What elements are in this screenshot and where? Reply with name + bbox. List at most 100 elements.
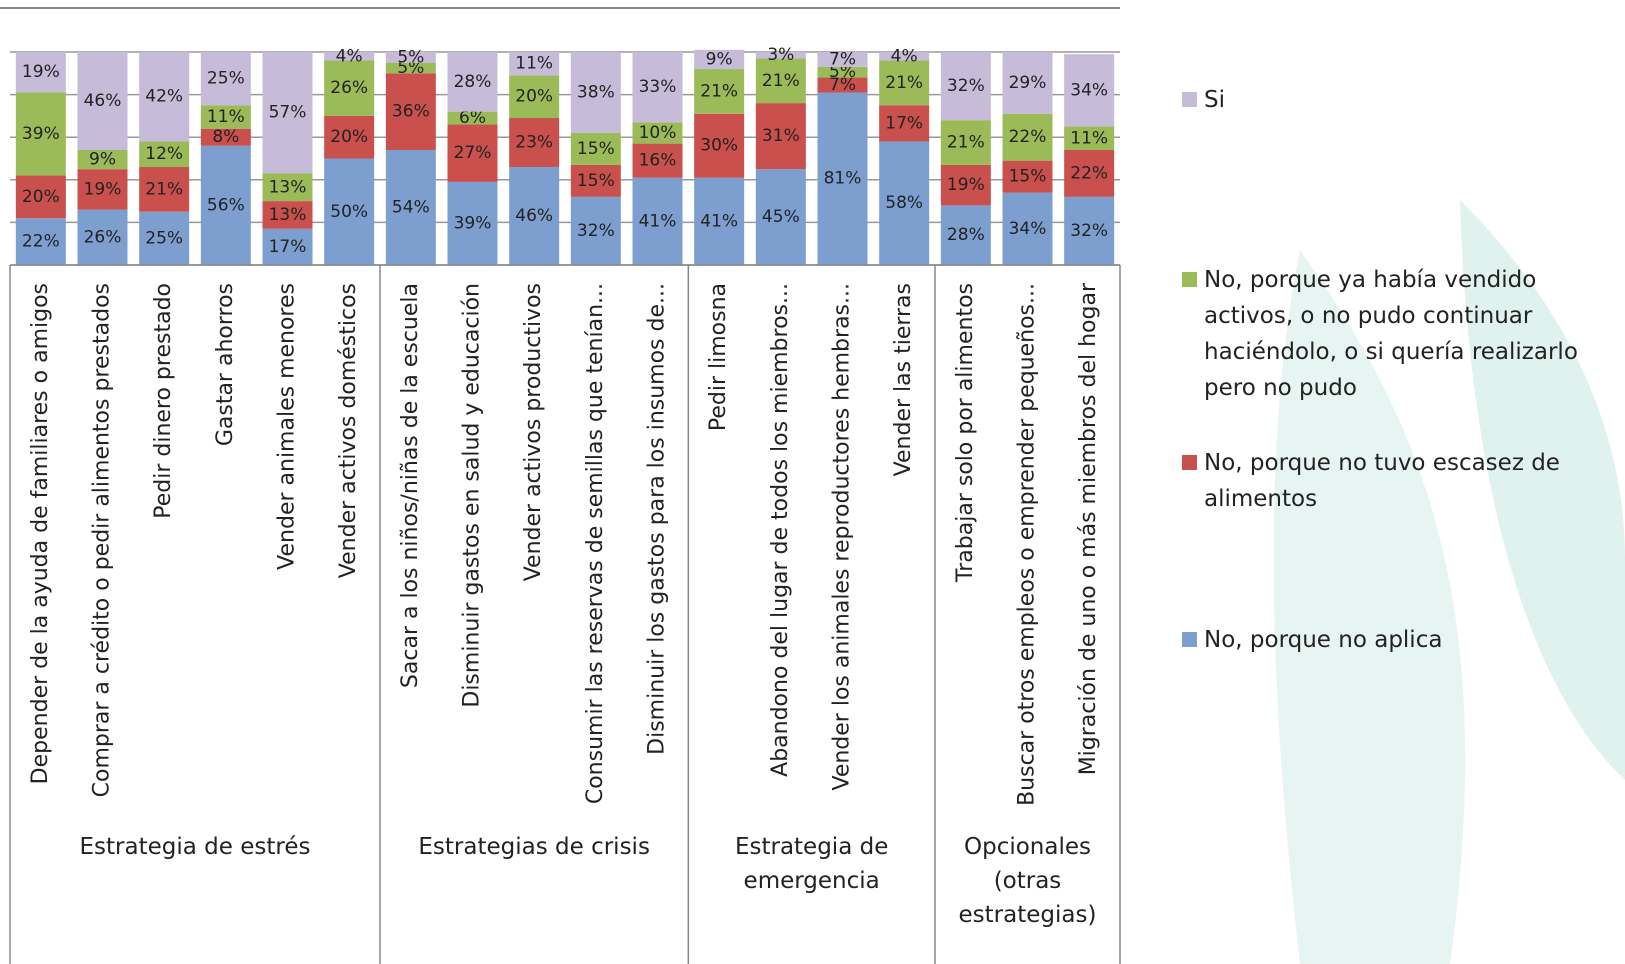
data-label: 19% bbox=[22, 62, 60, 82]
data-label: 13% bbox=[269, 205, 307, 225]
legend-swatch bbox=[1182, 632, 1197, 647]
bar-segment bbox=[694, 49, 745, 70]
bar-segment bbox=[139, 141, 190, 168]
bar-segment bbox=[632, 143, 683, 178]
x-tick-label: Disminuir gastos en salud y educación bbox=[460, 283, 485, 708]
data-label: 21% bbox=[947, 133, 985, 153]
data-label-value: 33 bbox=[639, 77, 661, 97]
data-label: 15% bbox=[577, 171, 615, 191]
data-label: 22% bbox=[1009, 127, 1047, 147]
data-label: 4% bbox=[336, 46, 363, 66]
bar-segment bbox=[15, 175, 66, 219]
group-label: Estrategia de estrés bbox=[79, 834, 311, 860]
data-label-value: 22 bbox=[22, 232, 44, 252]
data-label-value: 26 bbox=[84, 227, 106, 247]
data-label-value: 27 bbox=[454, 143, 476, 163]
x-tick-label: Depender de la ayuda de familiares o ami… bbox=[28, 283, 53, 784]
data-label: 56% bbox=[207, 195, 245, 215]
data-label: 5% bbox=[397, 47, 424, 67]
data-label-value: 81 bbox=[824, 169, 846, 189]
data-label: 34% bbox=[1070, 80, 1108, 100]
data-label-value: 20 bbox=[330, 127, 352, 147]
data-label: 19% bbox=[947, 175, 985, 195]
data-label-value: 46 bbox=[84, 91, 106, 111]
bar-segment bbox=[755, 169, 806, 265]
bar-segment bbox=[817, 77, 868, 93]
data-label-value: 30 bbox=[700, 136, 722, 156]
data-label-value: 15 bbox=[577, 139, 599, 159]
data-label: 34% bbox=[1009, 219, 1047, 239]
bar-segment bbox=[1064, 54, 1115, 127]
data-label-value: 5 bbox=[829, 62, 840, 82]
data-label-value: 36 bbox=[392, 102, 414, 122]
bar-segment bbox=[77, 209, 128, 265]
bar-segment bbox=[570, 164, 621, 197]
data-label-value: 19 bbox=[22, 62, 44, 82]
data-label-value: 4 bbox=[891, 46, 902, 66]
data-label-value: 23 bbox=[515, 133, 537, 153]
data-label-value: 11 bbox=[1070, 128, 1092, 148]
data-label-value: 5 bbox=[397, 58, 408, 78]
data-label-value: 21 bbox=[885, 73, 907, 93]
legend-label: Si bbox=[1204, 87, 1225, 113]
data-label: 5% bbox=[829, 62, 856, 82]
legend-label: No, porque ya había vendido activos, o n… bbox=[1204, 267, 1578, 401]
data-label: 4% bbox=[891, 46, 918, 66]
data-label-value: 26 bbox=[330, 78, 352, 98]
data-label: 25% bbox=[207, 69, 245, 89]
x-tick-label: Abandono del lugar de todos los miembros… bbox=[768, 283, 793, 777]
data-label: 41% bbox=[700, 211, 738, 231]
bar-segment bbox=[509, 75, 560, 119]
x-tick-label: Buscar otros empleos o emprender pequeño… bbox=[1015, 283, 1040, 806]
legend-swatch bbox=[1182, 92, 1197, 107]
x-tick-label: Trabajar solo por alimentos bbox=[953, 283, 978, 583]
data-label: 13% bbox=[269, 177, 307, 197]
data-label-value: 11 bbox=[515, 54, 537, 74]
data-label-value: 34 bbox=[1009, 219, 1031, 239]
data-label-value: 25 bbox=[207, 69, 229, 89]
data-label: 20% bbox=[22, 187, 60, 207]
bar-segment bbox=[200, 128, 251, 146]
data-label-value: 39 bbox=[22, 124, 44, 144]
data-label: 28% bbox=[454, 72, 492, 92]
data-label: 22% bbox=[22, 232, 60, 252]
data-label: 21% bbox=[762, 71, 800, 91]
data-label: 26% bbox=[330, 78, 368, 98]
data-label: 30% bbox=[700, 136, 738, 156]
bar-segment bbox=[694, 69, 745, 114]
data-label-value: 21 bbox=[947, 133, 969, 153]
data-label-value: 12 bbox=[145, 144, 167, 164]
bar-segment bbox=[447, 124, 498, 182]
data-label-value: 22 bbox=[1070, 163, 1092, 183]
x-tick-label: Sacar a los niños/niñas de la escuela bbox=[398, 283, 423, 688]
x-tick-label: Vender activos productivos bbox=[521, 283, 546, 581]
x-tick-label: Consumir las reservas de semillas que te… bbox=[583, 283, 608, 804]
x-tick-label: Gastar ahorros bbox=[213, 283, 238, 446]
data-label: 15% bbox=[1009, 167, 1047, 187]
data-label: 25% bbox=[145, 228, 183, 248]
data-label-value: 39 bbox=[454, 213, 476, 233]
data-label: 22% bbox=[1070, 163, 1108, 183]
data-label-value: 5 bbox=[397, 47, 408, 67]
data-label-value: 10 bbox=[639, 123, 661, 143]
bar-segment bbox=[632, 177, 683, 265]
bar-segment bbox=[200, 105, 251, 129]
bar-segment bbox=[324, 115, 375, 159]
bar-segment bbox=[139, 52, 190, 142]
data-label: 50% bbox=[330, 202, 368, 222]
data-label-value: 17 bbox=[269, 237, 291, 257]
data-label: 17% bbox=[269, 237, 307, 257]
decor bbox=[1273, 250, 1466, 964]
legend-item: No, porque no aplica bbox=[1182, 622, 1594, 658]
data-label-value: 21 bbox=[145, 179, 167, 199]
data-label: 5% bbox=[397, 58, 424, 78]
bar-segment bbox=[817, 52, 868, 67]
bar-segment bbox=[755, 103, 806, 170]
data-label: 23% bbox=[515, 133, 553, 153]
data-label: 41% bbox=[639, 211, 677, 231]
data-label: 20% bbox=[515, 87, 553, 107]
data-label-value: 13 bbox=[269, 177, 291, 197]
data-label: 31% bbox=[762, 126, 800, 146]
x-tick-label: Disminuir los gastos para los insumos de… bbox=[645, 283, 670, 755]
x-tick-label: Vender animales menores bbox=[275, 283, 300, 570]
